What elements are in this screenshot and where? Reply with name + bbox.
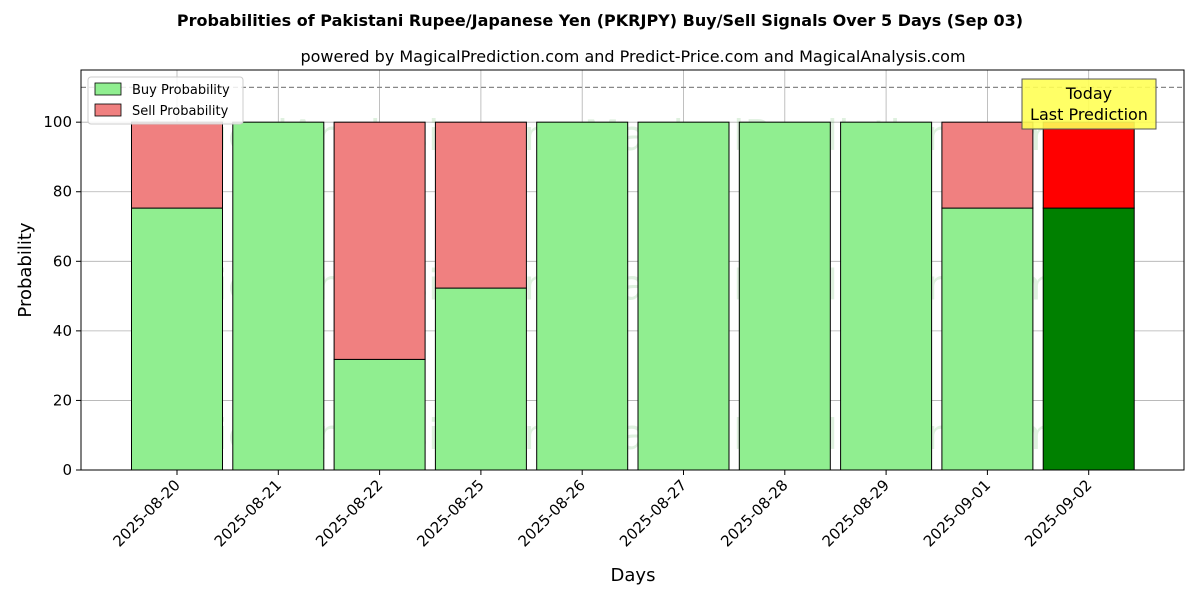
- y-tick-label: 80: [53, 183, 72, 201]
- x-tick-label: 2025-08-20: [109, 476, 183, 550]
- bar-buy: [232, 121, 325, 471]
- y-tick-label: 40: [53, 322, 72, 340]
- legend-swatch-buy: [94, 82, 122, 96]
- y-tick-label: 20: [53, 391, 72, 409]
- annotation-line-today: Today: [1065, 84, 1112, 103]
- legend: Buy Probability Sell Probability: [87, 76, 244, 125]
- legend-label-sell: Sell Probability: [132, 104, 229, 119]
- chart-subtitle: powered by MagicalPrediction.com and Pre…: [300, 47, 965, 66]
- plot-frame: [80, 69, 1185, 471]
- bar-buy: [840, 121, 933, 471]
- x-tick-label: 2025-08-25: [413, 476, 487, 550]
- annotation-line-last-prediction: Last Prediction: [1030, 105, 1148, 124]
- bar-buy: [131, 207, 223, 471]
- bar-sell: [434, 121, 527, 289]
- legend-swatch-sell: [94, 103, 122, 117]
- bar-buy: [637, 121, 730, 471]
- x-tick-label: 2025-08-21: [211, 476, 285, 550]
- x-axis-label: Days: [611, 565, 656, 586]
- x-tick-label: 2025-08-26: [515, 476, 589, 550]
- bar-sell: [1042, 121, 1135, 209]
- bar-sell: [333, 121, 426, 360]
- bar-sell: [131, 121, 223, 209]
- legend-label-buy: Buy Probability: [132, 83, 230, 98]
- x-tick-label: 2025-09-02: [1021, 476, 1095, 550]
- bars: [131, 121, 1135, 471]
- bar-buy: [536, 121, 629, 471]
- x-tick-label: 2025-08-29: [819, 476, 893, 550]
- x-axis: 2025-08-20 2025-08-21 2025-08-22 2025-08-25…: [109, 470, 1096, 550]
- y-axis-label: Probability: [15, 222, 36, 317]
- y-axis: 0 20 40 60 80 100: [43, 113, 81, 479]
- bar-buy: [1042, 207, 1135, 471]
- annotation-box: [1021, 78, 1157, 130]
- bar-buy: [333, 358, 426, 471]
- x-tick-label: 2025-08-27: [616, 476, 690, 550]
- today-annotation: Today Last Prediction: [1021, 78, 1157, 130]
- y-tick-label: 60: [53, 252, 72, 270]
- x-tick-label: 2025-08-22: [312, 476, 386, 550]
- x-tick-label: 2025-08-28: [717, 476, 791, 550]
- bar-buy: [941, 207, 1034, 471]
- bar-buy: [738, 121, 831, 471]
- x-tick-label: 2025-09-01: [920, 476, 994, 550]
- chart-title: Probabilities of Pakistani Rupee/Japanes…: [177, 11, 1023, 30]
- bar-sell: [941, 121, 1034, 209]
- y-tick-label: 100: [43, 113, 72, 131]
- y-tick-label: 0: [62, 461, 72, 479]
- bar-buy: [434, 287, 527, 471]
- legend-box: [87, 76, 244, 125]
